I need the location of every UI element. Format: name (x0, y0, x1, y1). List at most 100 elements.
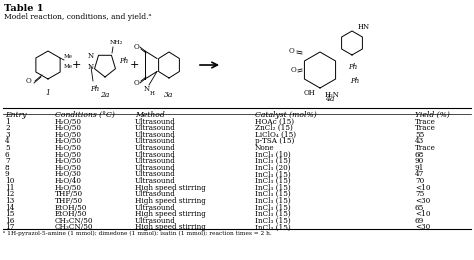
Text: Ultrasound: Ultrasound (135, 118, 176, 126)
Text: <10: <10 (415, 184, 430, 192)
Text: High speed stirring: High speed stirring (135, 223, 206, 231)
Text: 3: 3 (5, 131, 9, 139)
Text: Ultrasound: Ultrasound (135, 157, 176, 165)
Text: Ultrasound: Ultrasound (135, 217, 176, 225)
Text: N: N (144, 85, 150, 93)
Text: H: H (150, 91, 155, 96)
Text: High speed stirring: High speed stirring (135, 210, 206, 218)
Text: Ultrasound: Ultrasound (135, 138, 176, 145)
Text: 55: 55 (415, 131, 424, 139)
Text: Ultrasound: Ultrasound (135, 124, 176, 132)
Text: 69: 69 (415, 217, 424, 225)
Text: Me: Me (64, 64, 73, 69)
Text: High speed stirring: High speed stirring (135, 197, 206, 205)
Text: O: O (291, 66, 297, 74)
Text: H₂O/50: H₂O/50 (55, 164, 82, 172)
Text: 8: 8 (5, 164, 9, 172)
Text: InCl₃ (15): InCl₃ (15) (255, 210, 291, 218)
Text: InCl₃ (15): InCl₃ (15) (255, 177, 291, 185)
Text: HN: HN (358, 23, 370, 31)
Text: 6: 6 (5, 151, 9, 159)
Text: CH₃CN/50: CH₃CN/50 (55, 223, 93, 231)
Text: H₂O/50: H₂O/50 (55, 144, 82, 152)
Text: InCl₃ (10): InCl₃ (10) (255, 151, 291, 159)
Text: <30: <30 (415, 223, 430, 231)
Text: Ph: Ph (119, 57, 128, 65)
Text: InCl₃ (15): InCl₃ (15) (255, 217, 291, 225)
Text: 12: 12 (5, 190, 14, 198)
Text: 2a: 2a (100, 91, 109, 99)
Text: EtOH/50: EtOH/50 (55, 204, 87, 212)
Text: InCl₃ (15): InCl₃ (15) (255, 171, 291, 179)
Text: 4a: 4a (325, 95, 335, 103)
Text: Ultrasound: Ultrasound (135, 204, 176, 212)
Text: Ultrasound: Ultrasound (135, 177, 176, 185)
Text: O: O (289, 47, 295, 55)
Text: H₂O/30: H₂O/30 (55, 171, 82, 179)
Text: 13: 13 (5, 197, 14, 205)
Text: O: O (134, 43, 140, 51)
Text: CH₃CN/50: CH₃CN/50 (55, 217, 93, 225)
Text: p-TSA (15): p-TSA (15) (255, 138, 294, 145)
Text: +: + (71, 60, 81, 70)
Text: Trace: Trace (415, 144, 436, 152)
Text: H₂O/50: H₂O/50 (55, 184, 82, 192)
Text: 91: 91 (415, 164, 424, 172)
Text: ZnCl₂ (15): ZnCl₂ (15) (255, 124, 293, 132)
Text: Ultrasound: Ultrasound (135, 171, 176, 179)
Text: InCl₃ (15): InCl₃ (15) (255, 197, 291, 205)
Text: H₂O/50: H₂O/50 (55, 131, 82, 139)
Text: 15: 15 (5, 210, 14, 218)
Text: NH₂: NH₂ (110, 41, 123, 46)
Text: H₂O/50: H₂O/50 (55, 138, 82, 145)
Text: Conditions (°C): Conditions (°C) (55, 111, 115, 119)
Text: 1: 1 (46, 89, 50, 97)
Text: OH: OH (304, 89, 316, 97)
Text: Yield (%): Yield (%) (415, 111, 450, 119)
Text: 9: 9 (5, 171, 9, 179)
Text: Catalyst (mol%): Catalyst (mol%) (255, 111, 317, 119)
Text: Ultrasound: Ultrasound (135, 144, 176, 152)
Text: 75: 75 (415, 190, 424, 198)
Text: Ph: Ph (91, 85, 100, 93)
Text: N: N (88, 52, 94, 60)
Text: H₂O/40: H₂O/40 (55, 177, 82, 185)
Text: THF/50: THF/50 (55, 197, 83, 205)
Text: InCl₃ (20): InCl₃ (20) (255, 164, 291, 172)
Text: InCl₃ (15): InCl₃ (15) (255, 190, 291, 198)
Text: 70: 70 (415, 177, 424, 185)
Text: 43: 43 (415, 138, 424, 145)
Text: Method: Method (135, 111, 165, 119)
Text: ᵃ 1H-pyrazol-5-amine (1 mmol); dimedone (1 mmol); isatin (1 mmol); reaction time: ᵃ 1H-pyrazol-5-amine (1 mmol); dimedone … (3, 231, 272, 236)
Text: 17: 17 (5, 223, 14, 231)
Text: <30: <30 (415, 197, 430, 205)
Text: <10: <10 (415, 210, 430, 218)
Text: Model reaction, conditions, and yield.ᵃ: Model reaction, conditions, and yield.ᵃ (4, 13, 152, 21)
Text: Ultrasound: Ultrasound (135, 151, 176, 159)
Text: Ph: Ph (348, 63, 357, 71)
Text: 2: 2 (5, 124, 9, 132)
Text: 11: 11 (5, 184, 15, 192)
Text: 4: 4 (5, 138, 9, 145)
Text: Ph: Ph (350, 77, 359, 85)
Text: EtOH/50: EtOH/50 (55, 210, 87, 218)
Text: H₂O/50: H₂O/50 (55, 124, 82, 132)
Text: InCl₃ (15): InCl₃ (15) (255, 184, 291, 192)
Text: Ultrasound: Ultrasound (135, 164, 176, 172)
Text: O: O (26, 77, 32, 85)
Text: Trace: Trace (415, 124, 436, 132)
Text: Entry: Entry (5, 111, 27, 119)
Text: 3a: 3a (164, 91, 173, 99)
Text: LiClO₄ (15): LiClO₄ (15) (255, 131, 296, 139)
Text: InCl₃ (15): InCl₃ (15) (255, 204, 291, 212)
Text: Me: Me (64, 55, 73, 60)
Text: 1: 1 (5, 118, 10, 126)
Text: InCl₃ (15): InCl₃ (15) (255, 157, 291, 165)
Text: +: + (129, 60, 139, 70)
Text: 7: 7 (5, 157, 9, 165)
Text: THF/50: THF/50 (55, 190, 83, 198)
Text: Ultrasound: Ultrasound (135, 190, 176, 198)
Text: 90: 90 (415, 157, 424, 165)
Text: None: None (255, 144, 274, 152)
Text: 47: 47 (415, 171, 424, 179)
